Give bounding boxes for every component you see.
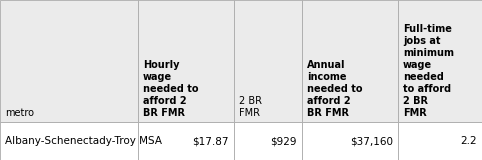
Bar [138, 122, 234, 160]
Bar [302, 122, 398, 160]
Text: Hourly
wage
needed to
afford 2
BR FMR: Hourly wage needed to afford 2 BR FMR [143, 60, 199, 118]
Bar [138, 0, 234, 122]
Text: $37,160: $37,160 [350, 136, 393, 146]
Text: $17.87: $17.87 [192, 136, 229, 146]
Text: 2 BR
FMR: 2 BR FMR [239, 96, 262, 118]
Bar [234, 122, 302, 160]
Bar [0, 122, 138, 160]
Text: Annual
income
needed to
afford 2
BR FMR: Annual income needed to afford 2 BR FMR [307, 60, 362, 118]
Bar [398, 122, 482, 160]
Bar [398, 0, 482, 122]
Bar [0, 0, 138, 122]
Text: Full-time
jobs at
minimum
wage
needed
to afford
2 BR
FMR: Full-time jobs at minimum wage needed to… [403, 24, 454, 118]
Bar [234, 0, 302, 122]
Text: Albany-Schenectady-Troy MSA: Albany-Schenectady-Troy MSA [5, 136, 162, 146]
Bar [302, 0, 398, 122]
Text: $929: $929 [270, 136, 297, 146]
Text: 2.2: 2.2 [460, 136, 477, 146]
Text: metro: metro [5, 108, 34, 118]
